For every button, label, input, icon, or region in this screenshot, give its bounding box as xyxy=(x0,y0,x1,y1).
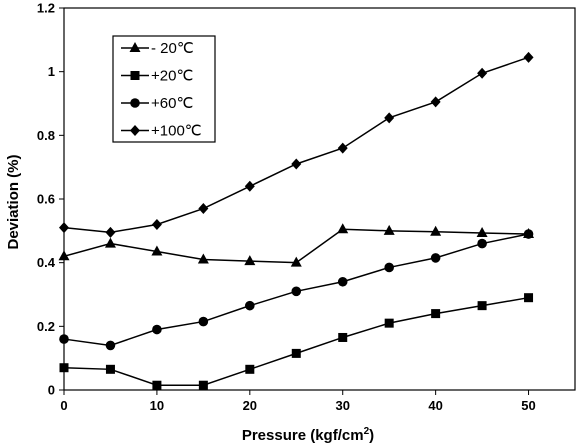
data-point xyxy=(197,253,209,264)
data-point xyxy=(337,223,349,234)
data-point xyxy=(476,227,488,238)
data-point xyxy=(337,276,348,287)
data-point xyxy=(291,348,301,358)
x-tick-label: 40 xyxy=(428,398,442,413)
data-point xyxy=(244,255,256,266)
x-tick-label: 10 xyxy=(150,398,164,413)
data-point xyxy=(430,253,441,263)
series-diamond xyxy=(59,51,534,238)
y-tick-label: 0.8 xyxy=(37,128,55,143)
data-point xyxy=(198,380,208,390)
data-point xyxy=(245,364,255,374)
data-point xyxy=(151,245,163,256)
y-tick-label: 0.4 xyxy=(37,255,56,270)
data-point xyxy=(477,301,487,311)
data-point xyxy=(105,340,116,351)
data-point xyxy=(338,332,348,342)
legend-box xyxy=(112,35,216,143)
data-point xyxy=(198,203,209,215)
data-point xyxy=(431,309,441,319)
data-point xyxy=(430,96,441,108)
y-tick-label: 0.2 xyxy=(37,319,55,334)
data-point xyxy=(104,237,116,248)
data-point xyxy=(383,224,395,235)
data-point xyxy=(59,334,69,344)
x-tick-label: 50 xyxy=(521,398,535,413)
x-tick-label: 0 xyxy=(60,398,67,413)
legend-label: - 20℃ xyxy=(151,40,194,57)
series-line xyxy=(63,296,529,386)
data-point xyxy=(430,225,442,236)
data-point xyxy=(523,51,534,63)
data-point xyxy=(58,250,70,261)
legend-marker xyxy=(129,42,141,52)
data-point xyxy=(244,180,255,192)
y-axis-title: Deviation (%) xyxy=(5,154,22,249)
axes xyxy=(59,7,576,395)
data-point xyxy=(523,229,534,239)
x-axis-title: Pressure (kgf/cm2) xyxy=(242,426,374,444)
data-point xyxy=(198,316,209,327)
legend-label: +60℃ xyxy=(151,95,193,112)
legend-label: +100℃ xyxy=(151,123,202,140)
data-point xyxy=(384,262,394,273)
y-tick-label: 1.2 xyxy=(37,1,55,16)
data-point xyxy=(524,293,534,303)
data-point xyxy=(384,318,394,328)
legend-label: +20℃ xyxy=(151,68,193,85)
data-point xyxy=(290,256,302,267)
data-point xyxy=(245,300,255,311)
series-layer xyxy=(58,51,535,390)
x-tick-label: 20 xyxy=(243,398,257,413)
y-tick-label: 1 xyxy=(48,64,55,79)
data-point xyxy=(59,363,69,373)
tick-labels: 0 0.2 0.4 0.6 0.8 1 1.2 0 10 20 30 40 50 xyxy=(37,1,536,414)
data-point xyxy=(291,286,302,297)
y-tick-label: 0 xyxy=(48,383,55,398)
data-point xyxy=(477,67,488,79)
data-point xyxy=(477,238,487,249)
series-circle xyxy=(59,229,534,351)
data-point xyxy=(105,226,116,238)
x-axis-title-main: Pressure (kgf/cm xyxy=(242,427,364,444)
data-point xyxy=(105,364,115,374)
series-square xyxy=(59,293,534,390)
data-point xyxy=(384,112,395,124)
legend: - 20℃ +20℃ +60℃ +100℃ xyxy=(112,35,216,143)
data-point xyxy=(337,142,348,154)
data-point xyxy=(59,222,69,234)
x-axis-title-tail: ) xyxy=(369,427,374,444)
data-point xyxy=(291,158,302,170)
data-point xyxy=(152,324,162,335)
x-tick-label: 30 xyxy=(335,398,349,413)
y-tick-label: 0.6 xyxy=(37,192,55,207)
legend-marker xyxy=(130,71,140,80)
x-axis-title-superscript: 2 xyxy=(364,426,370,437)
legend-marker xyxy=(130,125,140,136)
legend-marker xyxy=(130,98,140,108)
data-point xyxy=(152,380,162,390)
data-point xyxy=(151,218,162,230)
